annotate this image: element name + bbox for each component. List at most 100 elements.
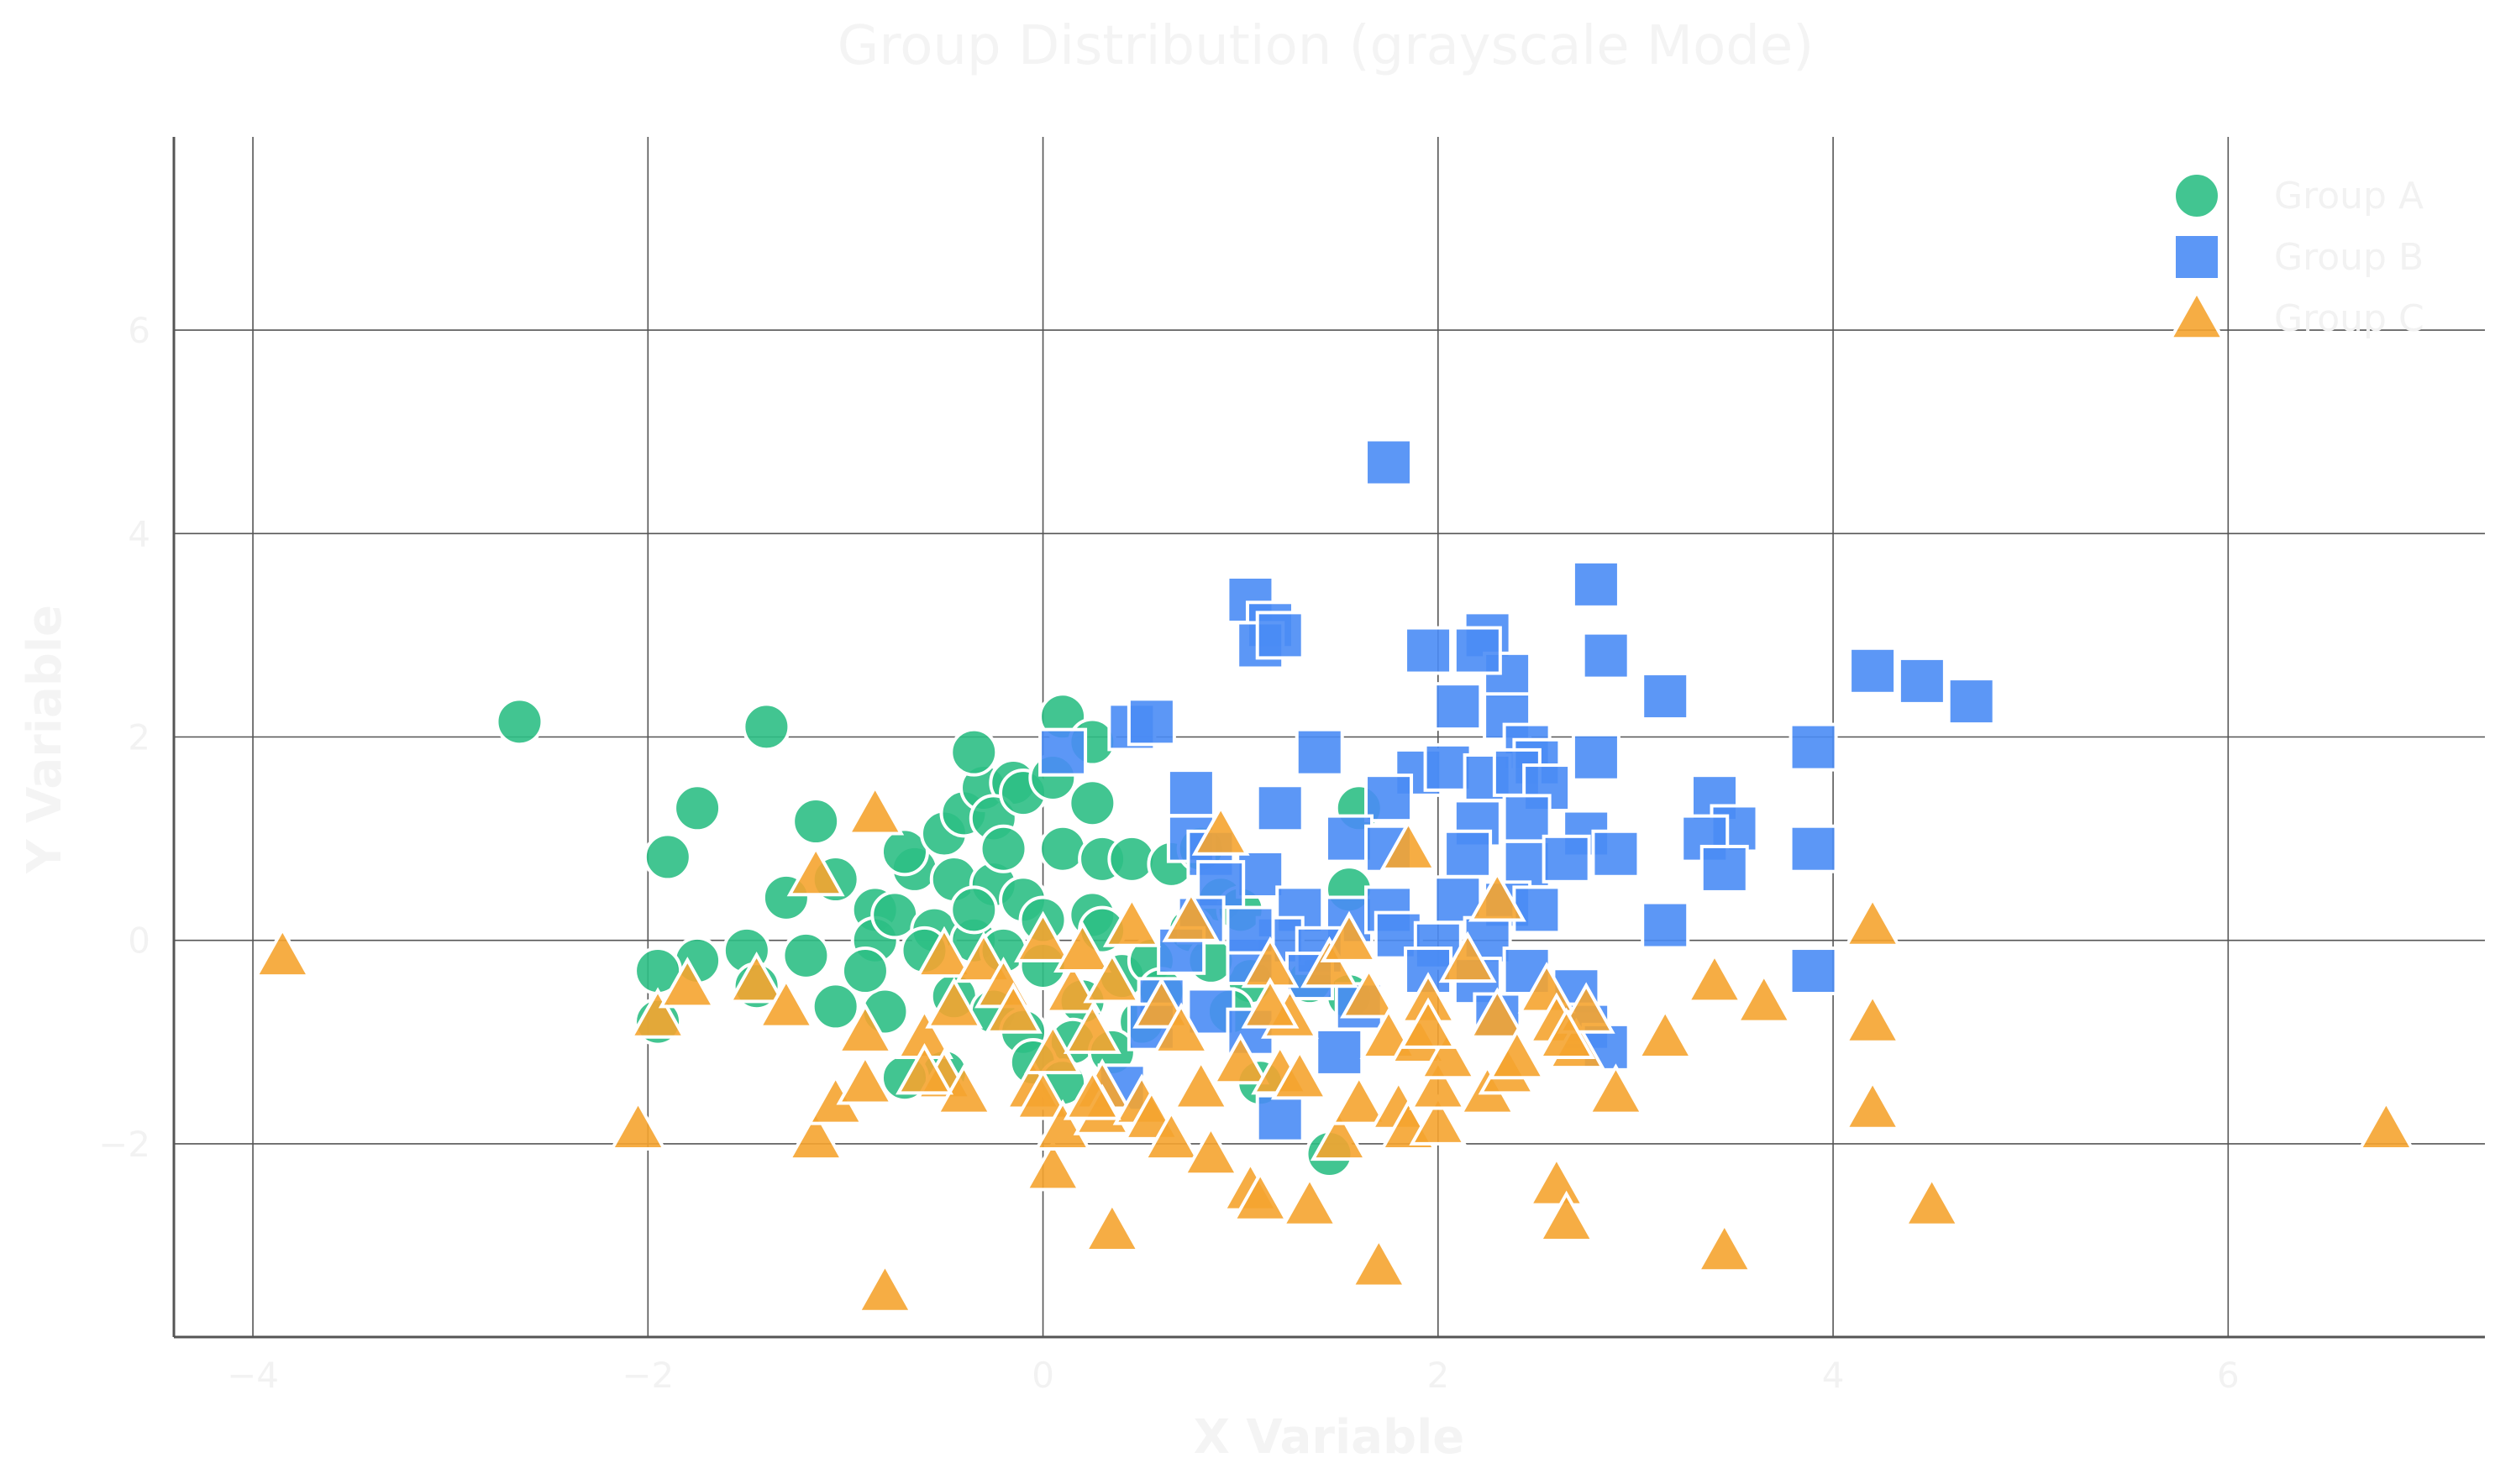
group-c-point bbox=[1419, 1027, 1478, 1080]
group-b-point bbox=[1789, 824, 1838, 873]
legend-item: Group A bbox=[2172, 171, 2424, 220]
group-a-point bbox=[811, 982, 860, 1031]
group-c-point bbox=[786, 1109, 845, 1162]
group-c-point bbox=[1162, 890, 1221, 942]
group-c-point bbox=[253, 926, 312, 978]
y-tick-label: 4 bbox=[128, 513, 150, 554]
legend-item: Group C bbox=[2167, 288, 2424, 341]
group-b-point bbox=[1433, 682, 1483, 732]
group-c-point bbox=[1191, 804, 1250, 856]
group-b-point bbox=[1641, 900, 1690, 950]
x-tick-label: 6 bbox=[2217, 1355, 2240, 1396]
group-c-point bbox=[1379, 819, 1438, 871]
group-c-point bbox=[2356, 1099, 2415, 1151]
group-c-point bbox=[836, 1053, 895, 1105]
group-c-point bbox=[1903, 1175, 1962, 1227]
legend-circle-marker bbox=[2172, 171, 2221, 220]
y-tick-label: 0 bbox=[128, 920, 150, 962]
group-b-point bbox=[1166, 768, 1216, 818]
legend-item: Group B bbox=[2172, 233, 2424, 281]
x-tick-label: −2 bbox=[622, 1355, 674, 1396]
group-c-point bbox=[1843, 895, 1902, 947]
group-b-point bbox=[1946, 677, 1996, 726]
group-a-point bbox=[643, 832, 692, 882]
group-c-point bbox=[1211, 1032, 1270, 1085]
group-b-point bbox=[1255, 611, 1305, 660]
group-c-point bbox=[846, 784, 905, 836]
x-tick-label: −4 bbox=[227, 1355, 279, 1396]
group-b-point bbox=[1848, 646, 1898, 695]
group-c-point bbox=[1735, 972, 1794, 1024]
group-c-point bbox=[935, 1063, 993, 1115]
group-c-point bbox=[1843, 1078, 1902, 1130]
group-c-point bbox=[1468, 987, 1526, 1039]
group-c-point bbox=[855, 1261, 914, 1314]
group-c-point bbox=[1270, 1048, 1329, 1100]
group-c-point bbox=[1014, 1068, 1073, 1120]
group-c-point bbox=[1083, 1200, 1142, 1253]
group-b-point bbox=[1404, 626, 1453, 675]
group-c-point bbox=[1063, 1002, 1121, 1054]
group-b-point bbox=[1038, 727, 1088, 777]
y-tick-label: 6 bbox=[128, 310, 150, 351]
group-c-point bbox=[1685, 952, 1744, 1004]
group-c-point bbox=[915, 926, 974, 978]
group-a-point bbox=[949, 727, 999, 777]
group-b-point bbox=[1789, 722, 1838, 772]
group-c-point bbox=[757, 977, 816, 1029]
group-c-point bbox=[727, 952, 786, 1004]
group-c-point bbox=[1695, 1220, 1754, 1273]
group-c-point bbox=[1527, 1155, 1586, 1207]
legend-label: Group B bbox=[2274, 236, 2424, 279]
group-c-point bbox=[1231, 1170, 1290, 1222]
group-c-point bbox=[1399, 997, 1458, 1049]
group-c-point bbox=[1310, 1109, 1368, 1162]
group-a-point bbox=[840, 947, 890, 996]
group-c-point bbox=[896, 1043, 953, 1095]
group-c-point bbox=[786, 844, 845, 897]
group-a-point bbox=[495, 697, 544, 747]
group-b-point bbox=[1641, 672, 1690, 721]
group-b-point bbox=[1581, 631, 1631, 680]
x-tick-labels: −4 −2 0 2 4 6 bbox=[227, 1355, 2240, 1396]
group-c-point bbox=[1468, 870, 1526, 922]
legend-label: Group C bbox=[2274, 297, 2424, 340]
group-b-point bbox=[1502, 794, 1552, 843]
x-tick-label: 0 bbox=[1032, 1355, 1054, 1396]
group-b-point bbox=[1452, 626, 1502, 675]
group-a-point bbox=[673, 784, 722, 833]
group-b-point bbox=[1364, 438, 1414, 487]
group-b-point bbox=[1364, 773, 1414, 823]
legend-square-marker bbox=[2172, 233, 2221, 281]
group-c-point bbox=[1023, 1140, 1082, 1192]
x-tick-label: 2 bbox=[1426, 1355, 1449, 1396]
group-c-point bbox=[1320, 910, 1379, 962]
legend-label: Group A bbox=[2274, 175, 2424, 218]
group-b-point bbox=[1699, 844, 1749, 894]
group-c-point bbox=[1063, 1068, 1121, 1120]
data-points bbox=[253, 438, 2415, 1314]
group-b-point bbox=[1127, 697, 1176, 747]
group-b-point bbox=[1512, 885, 1562, 935]
group-c-point bbox=[1102, 895, 1161, 947]
group-c-point bbox=[628, 987, 687, 1039]
group-c-point bbox=[1330, 1073, 1389, 1125]
group-c-point bbox=[658, 957, 717, 1009]
group-c-point bbox=[984, 982, 1043, 1034]
axis-spines bbox=[172, 137, 2485, 1339]
group-c-point bbox=[1438, 931, 1497, 983]
group-b-point bbox=[1255, 1093, 1305, 1143]
group-c-point bbox=[1172, 1058, 1231, 1110]
series-group-c bbox=[253, 784, 2415, 1314]
group-c-point bbox=[925, 977, 984, 1029]
group-c-point bbox=[1349, 1236, 1408, 1288]
group-b-point bbox=[1571, 559, 1620, 609]
legend-triangle-marker bbox=[2167, 288, 2226, 341]
group-c-point bbox=[1241, 977, 1300, 1029]
group-b-point bbox=[1789, 947, 1838, 996]
group-a-point bbox=[880, 827, 929, 877]
legend: Group A Group B Group C bbox=[2167, 171, 2424, 341]
chart-title: Group Distribution (grayscale Mode) bbox=[838, 15, 1815, 77]
y-tick-label: −2 bbox=[98, 1124, 150, 1165]
